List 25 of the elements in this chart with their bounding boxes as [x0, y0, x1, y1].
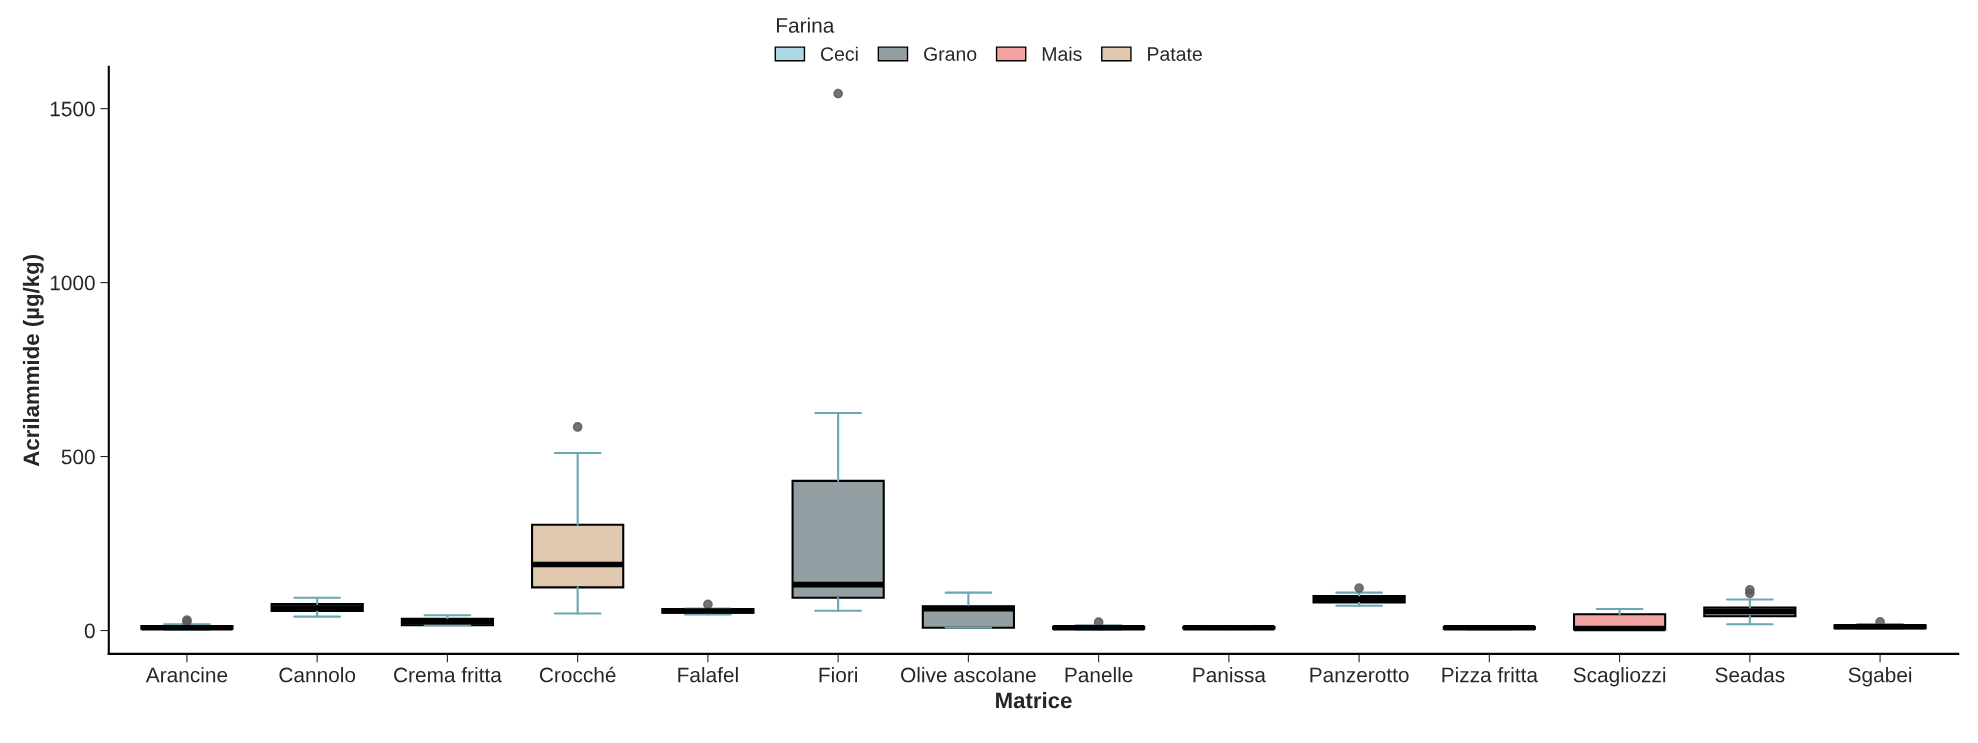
y-axis-title: Acrilammide (µg/kg) [22, 255, 44, 467]
legend-label: Ceci [821, 46, 858, 61]
y-tick-label: 1000 [50, 275, 95, 291]
legend-label: Grano [924, 47, 977, 61]
x-tick-label: Fiori [819, 667, 857, 683]
legend-label: Mais [1042, 46, 1082, 61]
x-tick-label: Panissa [1193, 667, 1266, 683]
x-tick-label: Falafel [678, 667, 738, 683]
legend-title: Farina [777, 17, 835, 33]
y-tick-label: 0 [84, 623, 95, 639]
x-tick-label: Seadas [1715, 667, 1785, 683]
x-tick-label: Pizza fritta [1442, 667, 1538, 683]
x-tick-label: Cannolo [279, 667, 356, 683]
legend-label: Patate [1148, 47, 1202, 61]
y-tick-label: 1500 [50, 101, 95, 117]
x-tick-label: Sgabei [1848, 667, 1912, 687]
x-tick-label: Scagliozzi [1573, 667, 1666, 687]
x-tick-label: Panelle [1065, 667, 1133, 683]
x-tick-label: Panzerotto [1310, 667, 1409, 683]
x-tick-label: Olive ascolane [901, 667, 1036, 683]
x-tick-label: Crocché [539, 666, 616, 683]
y-tick-label: 500 [61, 449, 95, 465]
x-tick-label: Crema fritta [394, 667, 502, 683]
x-axis-title: Matrice [996, 692, 1072, 709]
x-tick-label: Arancine [145, 667, 228, 683]
